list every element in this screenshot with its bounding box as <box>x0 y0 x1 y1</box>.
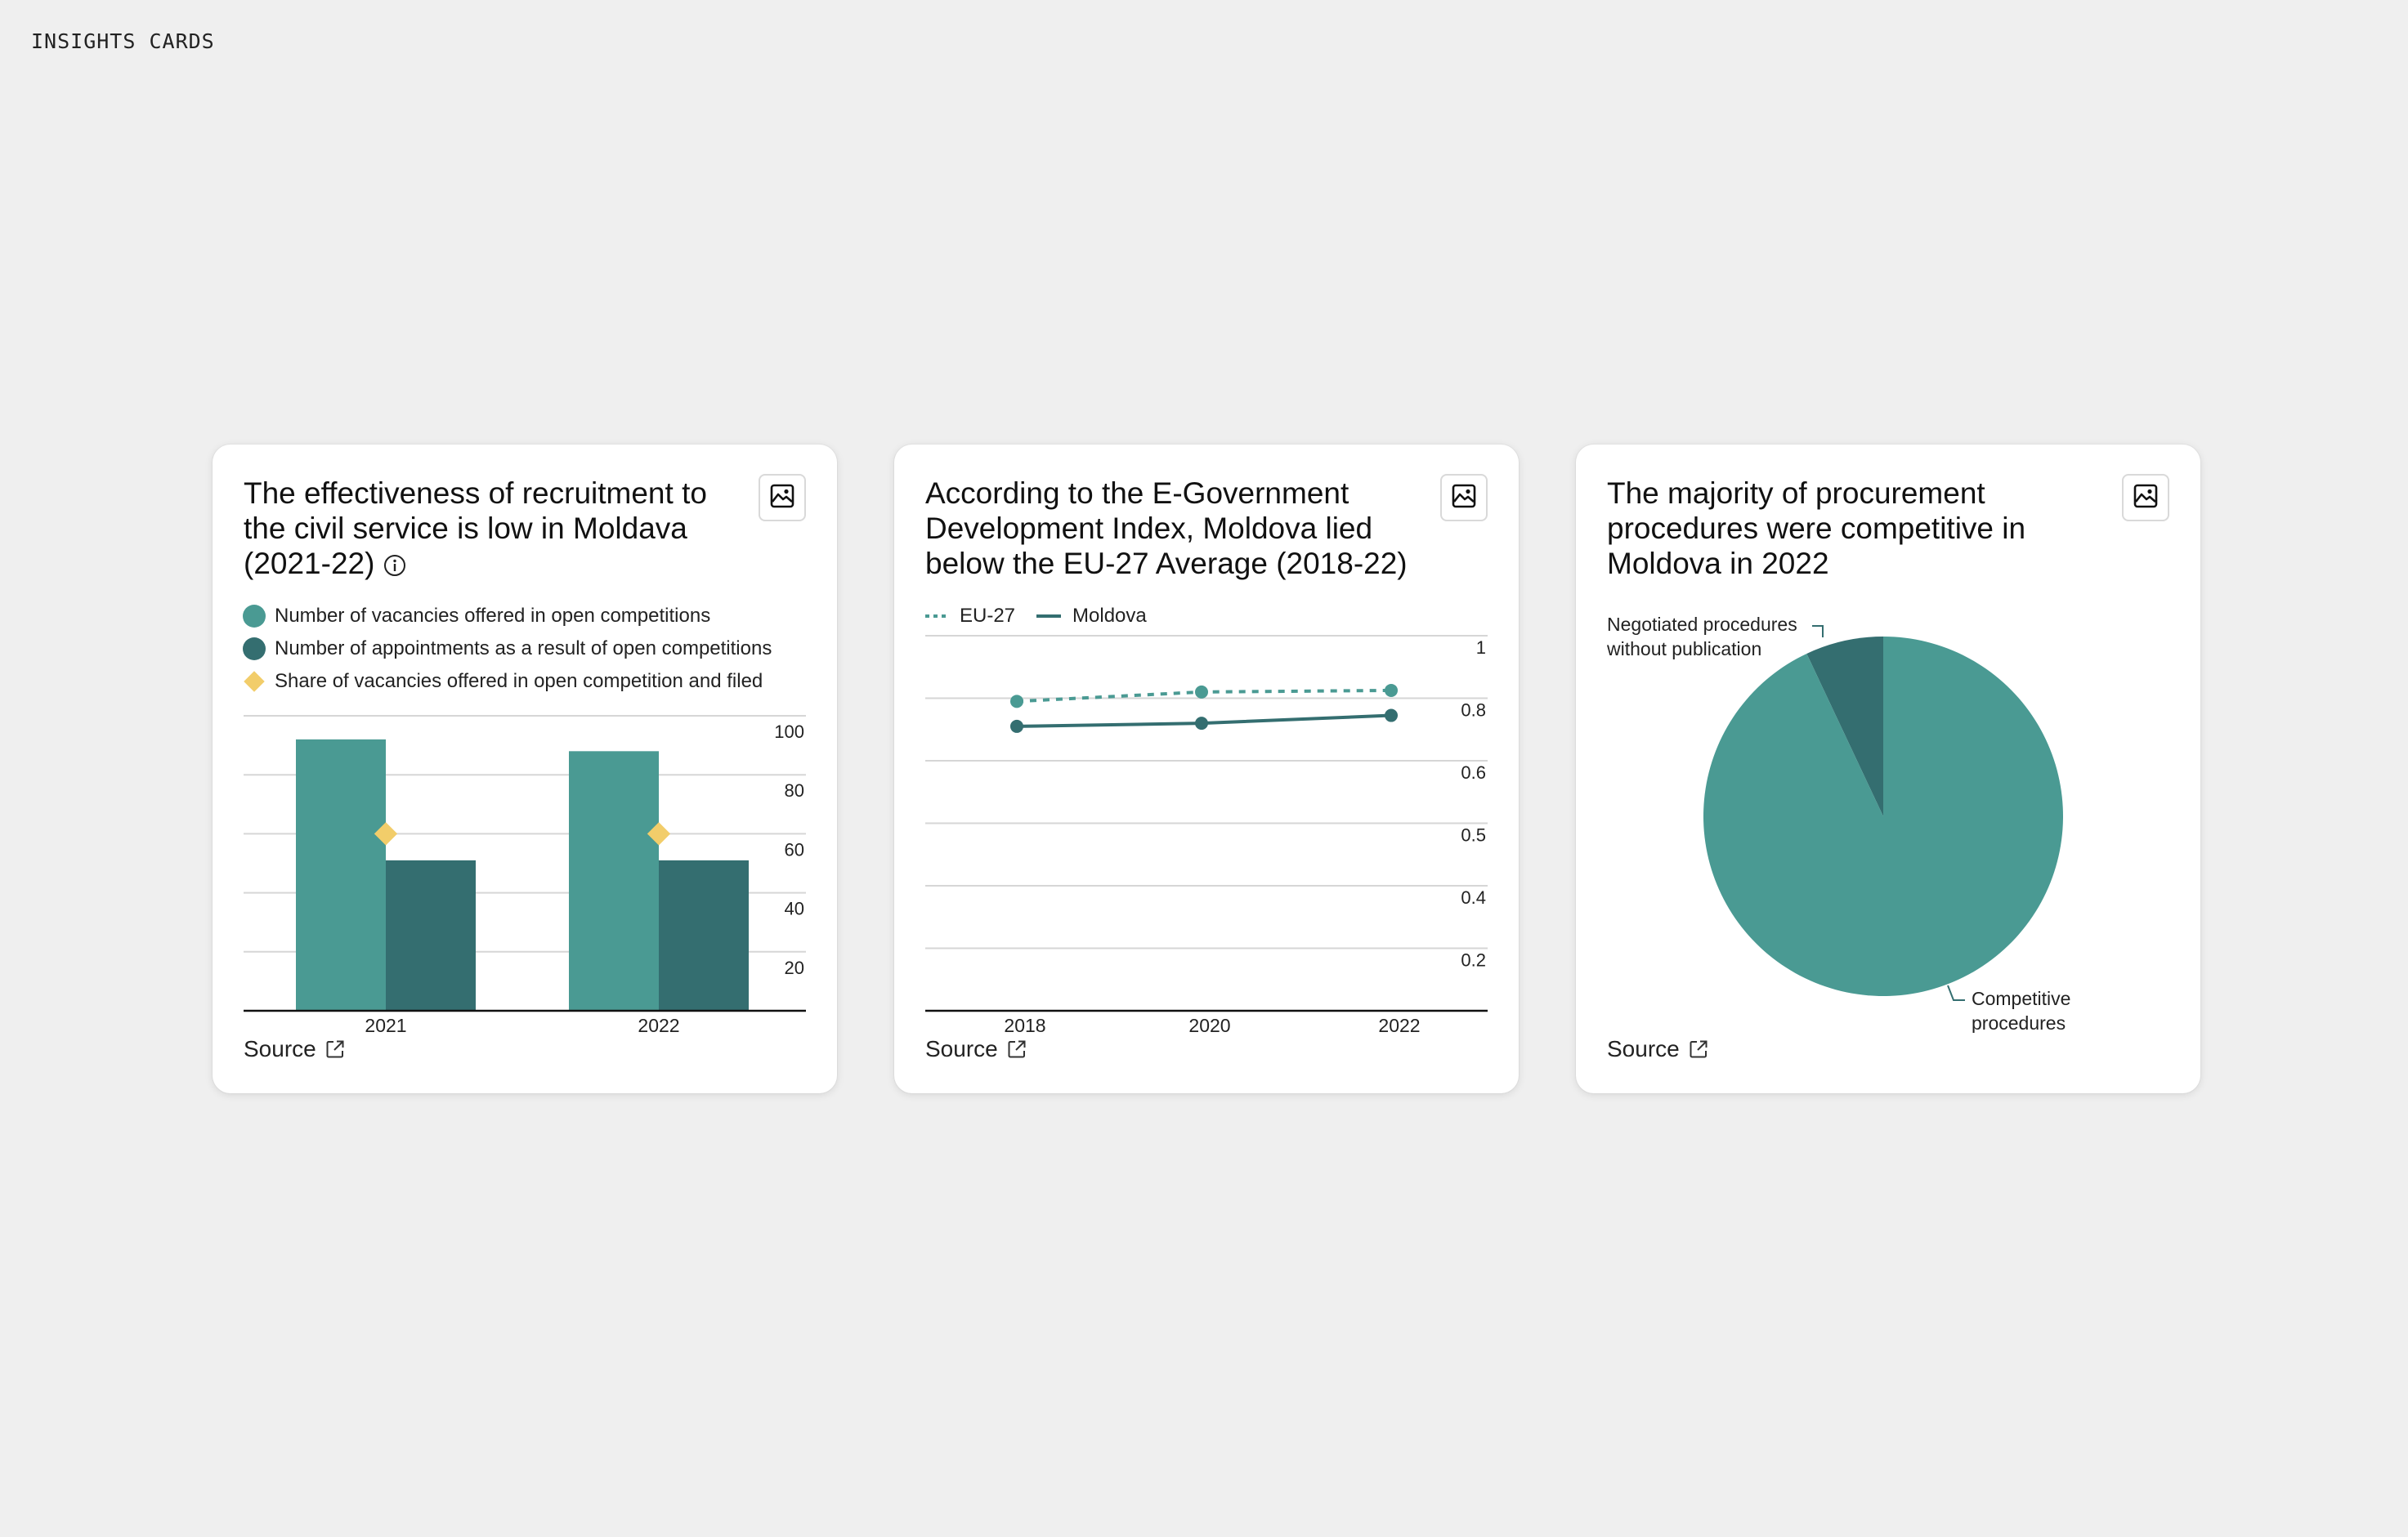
legend-item: Number of appointments as a result of op… <box>240 632 772 665</box>
download-image-button[interactable] <box>759 474 806 521</box>
chart-legend: Number of vacancies offered in open comp… <box>240 600 772 698</box>
card-title: The majority of procurement procedures w… <box>1607 476 2026 580</box>
y-tick-label: 0.8 <box>1461 700 1486 721</box>
source-label: Source <box>244 1036 316 1061</box>
pie-chart: Negotiated procedures without publication… <box>1606 614 2070 1033</box>
image-icon <box>1451 483 1477 513</box>
legend-label: Moldova <box>1072 605 1147 627</box>
info-icon[interactable] <box>383 553 407 578</box>
data-point <box>1385 708 1398 722</box>
x-tick-label: 2018 <box>1004 1015 1045 1033</box>
bar-appointments <box>386 860 476 1011</box>
y-tick-label: 40 <box>785 899 804 919</box>
line-chart: 1 0.8 0.6 0.5 0.4 0.2 2018 2020 2022 <box>925 635 1488 1033</box>
legend-label: Share of vacancies offered in open compe… <box>275 670 763 692</box>
data-point <box>1195 717 1208 731</box>
share-marker <box>647 822 671 846</box>
y-tick-label: 60 <box>785 839 804 860</box>
y-tick-label: 1 <box>1476 637 1486 658</box>
legend-label: EU-27 <box>960 605 1016 627</box>
source-link[interactable]: Source <box>244 1036 346 1062</box>
card-title: According to the E-Government Developmen… <box>925 476 1408 580</box>
slice-label-negotiated: Negotiated procedures without publication <box>1606 614 1797 659</box>
x-tick-label: 2020 <box>1188 1015 1230 1033</box>
pie-slice-negotiated <box>1806 637 1883 816</box>
card-title-text: The effectiveness of recruitment to the … <box>244 476 707 580</box>
insight-card-procurement: The majority of procurement procedures w… <box>1576 445 2200 1093</box>
legend-swatch-eu27 <box>925 614 950 618</box>
image-icon <box>769 483 795 513</box>
legend-label: Number of vacancies offered in open comp… <box>275 605 711 627</box>
insight-card-egov: According to the E-Government Developmen… <box>894 445 1519 1093</box>
y-tick-label: 100 <box>774 722 804 742</box>
y-tick-label: 20 <box>785 958 804 978</box>
download-image-button[interactable] <box>2122 474 2169 521</box>
source-label: Source <box>1607 1036 1680 1061</box>
legend-swatch-vacancies <box>243 605 266 628</box>
y-tick-label: 80 <box>785 780 804 801</box>
y-tick-label: 0.6 <box>1461 762 1486 783</box>
external-link-icon <box>1006 1039 1027 1060</box>
data-point <box>1010 719 1023 733</box>
x-tick-label: 2022 <box>638 1015 679 1033</box>
legend-label: Number of appointments as a result of op… <box>275 637 772 659</box>
y-tick-label: 0.4 <box>1461 887 1486 908</box>
legend-item: Share of vacancies offered in open compe… <box>240 665 772 698</box>
legend-item: Moldova <box>1036 605 1147 628</box>
data-point <box>1010 695 1023 708</box>
download-image-button[interactable] <box>1440 474 1488 521</box>
source-link[interactable]: Source <box>1607 1036 1709 1062</box>
card-title: The effectiveness of recruitment to the … <box>244 476 750 581</box>
bar-chart: 100 80 60 40 20 2021 2022 <box>244 715 806 1033</box>
x-tick-label: 2022 <box>1378 1015 1420 1033</box>
external-link-icon <box>324 1039 346 1060</box>
legend-item: Number of vacancies offered in open comp… <box>240 600 772 632</box>
pie-slice-competitive <box>1703 637 2063 996</box>
callout-line <box>1947 985 1965 1001</box>
bar-vacancies <box>569 751 659 1011</box>
legend-item: EU-27 <box>925 605 1015 628</box>
page-label: INSIGHTS CARDS <box>31 29 215 53</box>
bar-vacancies <box>296 739 386 1011</box>
image-icon <box>2133 483 2159 513</box>
insight-card-recruitment: The effectiveness of recruitment to the … <box>213 445 837 1093</box>
legend-swatch-appointments <box>243 637 266 660</box>
bar-appointments <box>659 860 749 1011</box>
callout-line <box>1812 625 1824 637</box>
legend-swatch-moldova <box>1036 614 1062 618</box>
source-link[interactable]: Source <box>925 1036 1027 1062</box>
external-link-icon <box>1688 1039 1709 1060</box>
source-label: Source <box>925 1036 998 1061</box>
data-point <box>1385 683 1398 697</box>
data-point <box>1195 685 1208 699</box>
slice-label-competitive: Competitive procedures <box>1972 988 2070 1033</box>
x-tick-label: 2021 <box>365 1015 406 1033</box>
chart-legend: EU-27 Moldova <box>925 600 1168 632</box>
y-tick-label: 0.5 <box>1461 825 1486 846</box>
y-tick-label: 0.2 <box>1461 950 1486 971</box>
